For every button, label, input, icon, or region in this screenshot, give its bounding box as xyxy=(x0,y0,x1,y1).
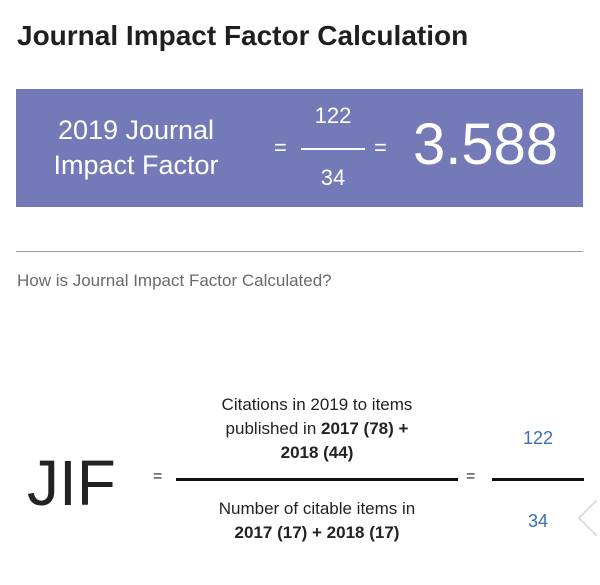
numerator-line: published in 2017 (78) + xyxy=(176,417,458,441)
denominator-bold: 2017 (17) + 2018 (17) xyxy=(234,523,400,542)
equals-sign: = xyxy=(466,468,476,485)
value-numerator: 122 xyxy=(522,428,554,448)
equals-sign: = xyxy=(274,135,287,160)
page-title: Journal Impact Factor Calculation xyxy=(17,20,469,51)
fraction-line xyxy=(176,478,458,481)
section-subtitle: How is Journal Impact Factor Calculated? xyxy=(17,271,332,290)
numerator-line: Citations in 2019 to items xyxy=(221,395,413,414)
formula-lhs: JIF xyxy=(27,447,116,519)
summary-numerator: 122 xyxy=(314,103,352,128)
summary-label-line1: 2019 Journal xyxy=(57,115,215,145)
equals-sign: = xyxy=(374,135,387,160)
divider xyxy=(16,251,583,252)
summary-label-line2: Impact Factor xyxy=(53,150,219,180)
numerator-text: published in xyxy=(225,419,322,438)
numerator-bold: 2017 (78) + xyxy=(321,419,409,438)
summary-denominator: 34 xyxy=(320,165,346,190)
fraction-line xyxy=(301,148,365,150)
numerator-bold: 2018 (44) xyxy=(280,443,354,462)
summary-label: 2019 Journal Impact Factor xyxy=(16,113,256,183)
summary-result: 3.588 xyxy=(413,112,559,177)
impact-factor-summary: 2019 Journal Impact Factor = 122 34 = 3.… xyxy=(16,89,583,207)
formula-denominator: Number of citable items in 2017 (17) + 2… xyxy=(176,497,458,545)
denominator-line: Number of citable items in xyxy=(218,499,416,518)
fraction-line xyxy=(492,478,584,481)
value-denominator: 34 xyxy=(527,511,549,531)
equals-sign: = xyxy=(153,468,163,485)
formula-numerator: Citations in 2019 to items published in … xyxy=(176,393,458,465)
